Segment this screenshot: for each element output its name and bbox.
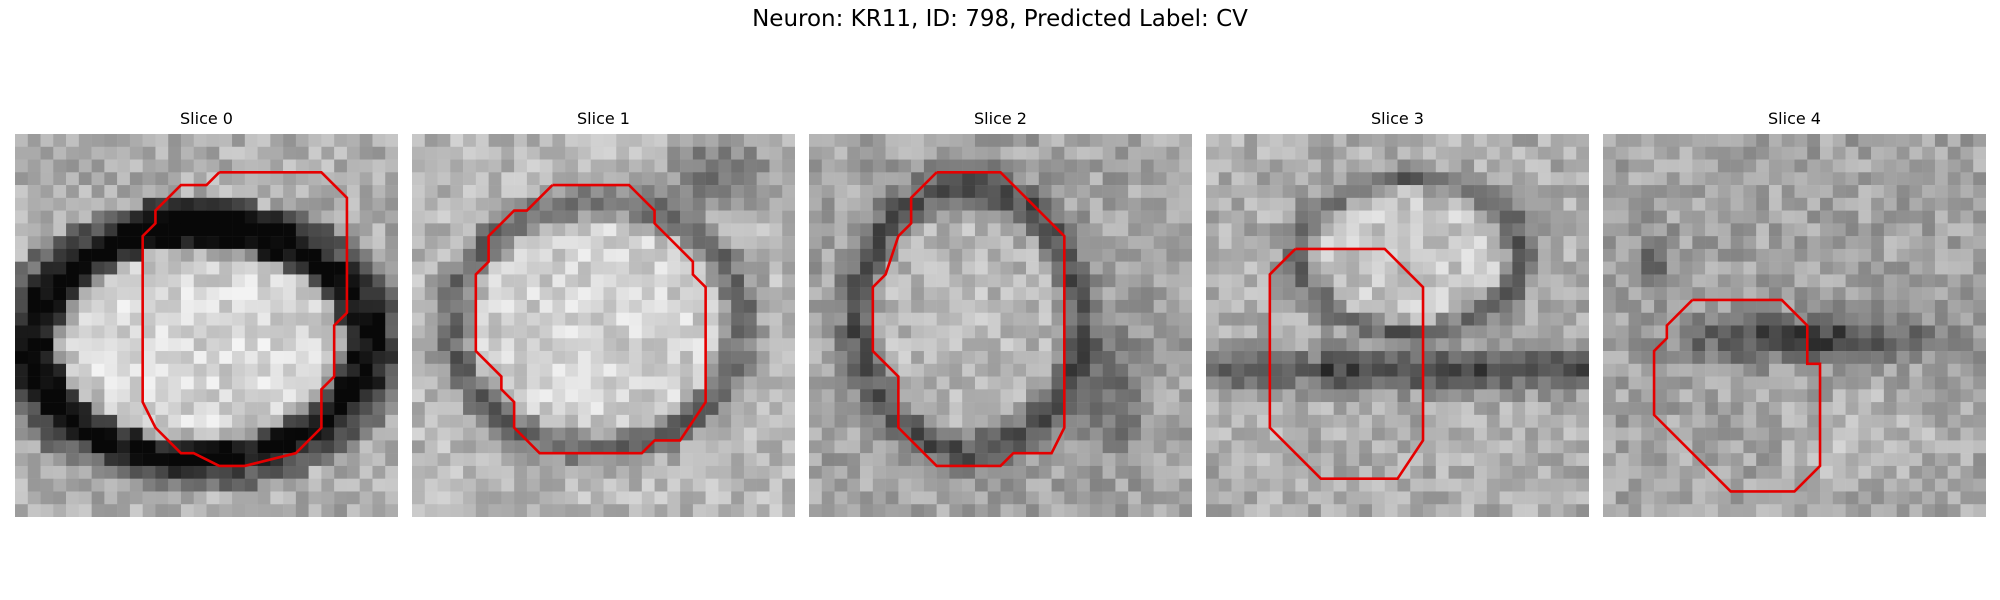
pixel-grid-3 [1206, 134, 1589, 517]
roi-contour-0 [143, 172, 347, 466]
slice-image-2 [809, 134, 1192, 517]
slice-title-1: Slice 1 [577, 109, 630, 128]
roi-contour-4 [1654, 300, 1820, 492]
slice-panel-2: Slice 2 [809, 108, 1192, 517]
slice-title-0: Slice 0 [180, 109, 233, 128]
slice-panel-4: Slice 4 [1603, 108, 1986, 517]
slice-image-1 [412, 134, 795, 517]
pixel-grid-0 [15, 134, 398, 517]
pixel-grid-2 [809, 134, 1192, 517]
slice-panel-1: Slice 1 [412, 108, 795, 517]
slice-title-2: Slice 2 [974, 109, 1027, 128]
roi-contour-2 [873, 172, 1065, 466]
slice-title-4: Slice 4 [1768, 109, 1821, 128]
pixel-grid-4 [1603, 134, 1986, 517]
slice-panel-0: Slice 0 [15, 108, 398, 517]
pixel-grid-1 [412, 134, 795, 517]
slice-title-3: Slice 3 [1371, 109, 1424, 128]
slice-image-0 [15, 134, 398, 517]
slice-image-3 [1206, 134, 1589, 517]
roi-contour-1 [476, 185, 706, 453]
roi-contour-3 [1270, 249, 1423, 479]
slice-image-4 [1603, 134, 1986, 517]
figure-title: Neuron: KR11, ID: 798, Predicted Label: … [752, 6, 1248, 32]
slice-panel-3: Slice 3 [1206, 108, 1589, 517]
